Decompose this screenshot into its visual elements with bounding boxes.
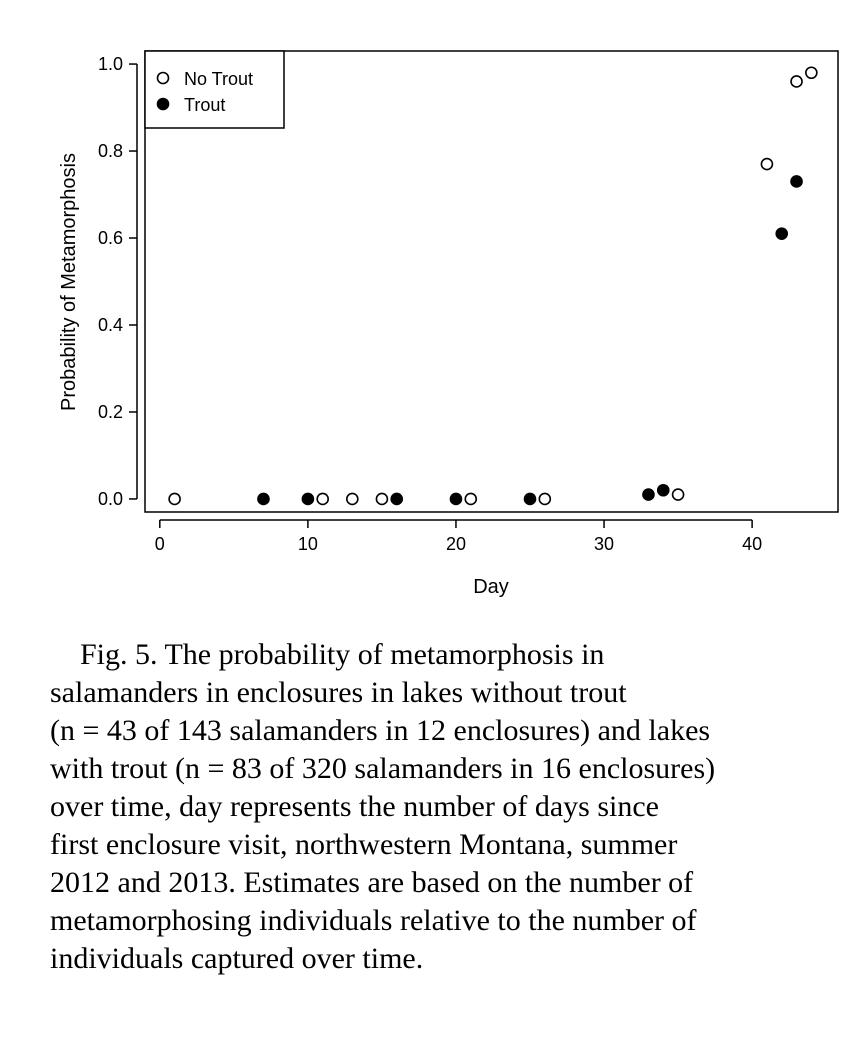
caption-line: (n = 43 of 143 salamanders in 12 enclosu… [50, 714, 711, 747]
point-trout [775, 227, 789, 240]
caption-line: metamorphosing individuals relative to t… [50, 904, 697, 937]
point-no-trout [168, 492, 181, 506]
caption-line: with trout (n = 83 of 320 salamanders in… [50, 752, 716, 785]
x-axis-title: Day [473, 576, 509, 598]
y-tick-label: 1.0 [98, 54, 123, 74]
caption-line: first enclosure visit, northwestern Mont… [50, 828, 678, 861]
x-tick-label: 0 [155, 534, 165, 554]
point-trout [301, 492, 315, 506]
y-axis-title: Probability of Metamorphosis [58, 153, 80, 411]
caption-line: salamanders in enclosures in lakes witho… [50, 676, 627, 709]
point-no-trout [464, 492, 478, 506]
point-no-trout [375, 492, 389, 506]
point-trout [790, 175, 803, 188]
x-tick-label: 40 [742, 534, 762, 554]
point-no-trout [760, 157, 774, 171]
legend-box [144, 50, 285, 129]
y-tick-label: 0.8 [98, 141, 123, 161]
point-no-trout [790, 75, 803, 88]
caption-line: individuals captured over time. [50, 942, 424, 975]
point-no-trout [671, 488, 685, 501]
point-no-trout [316, 492, 329, 506]
point-trout [656, 483, 670, 497]
point-no-trout [538, 492, 552, 506]
point-no-trout [346, 492, 359, 506]
legend-marker-no-trout [156, 71, 170, 85]
axes: 0 10 20 30 40 0.0 0.2 0.4 0.6 0.8 1.0 [98, 54, 762, 554]
point-trout [257, 492, 270, 506]
legend-marker-trout [156, 97, 170, 111]
point-trout [449, 492, 463, 506]
y-tick-label: 0.4 [98, 315, 123, 335]
y-tick-label: 0.2 [98, 402, 123, 422]
caption-line: Fig. 5. The probability of metamorphosis… [80, 638, 605, 671]
x-tick-label: 10 [298, 534, 318, 554]
point-no-trout [805, 66, 818, 80]
data-points [168, 66, 818, 506]
legend-label-no-trout: No Trout [184, 69, 253, 89]
legend: No Trout Trout [144, 50, 285, 129]
plot-frame [144, 50, 839, 513]
y-tick-label: 0.0 [98, 489, 123, 509]
caption-line: 2012 and 2013. Estimates are based on th… [50, 866, 694, 899]
figure-caption: Fig. 5. The probability of metamorphosis… [50, 636, 836, 978]
scatter-chart: 0 10 20 30 40 0.0 0.2 0.4 0.6 0.8 1.0 Day Probabil… [58, 50, 839, 598]
y-tick-label: 0.6 [98, 228, 123, 248]
point-trout [390, 492, 404, 506]
point-trout [523, 492, 537, 506]
legend-label-trout: Trout [184, 95, 225, 115]
x-tick-label: 30 [594, 534, 614, 554]
point-trout [642, 488, 655, 501]
caption-line: over time, day represents the number of … [50, 790, 659, 823]
x-tick-label: 20 [446, 534, 466, 554]
